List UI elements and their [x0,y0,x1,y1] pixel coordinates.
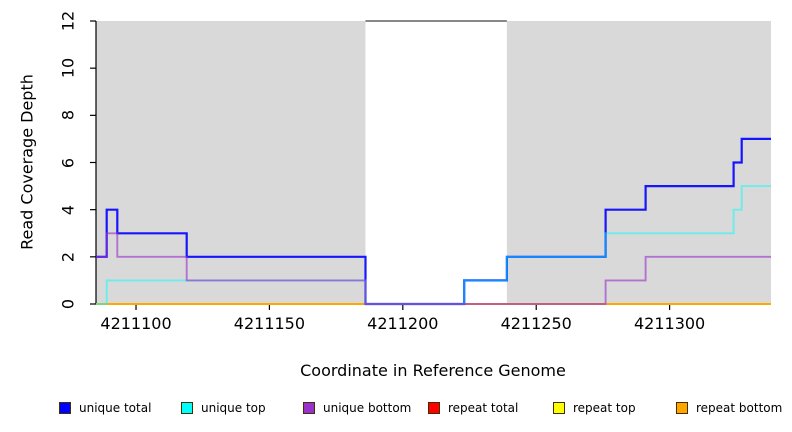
legend-item-unique-bottom: unique bottom [303,400,411,416]
legend-item-unique-total: unique total [59,400,151,416]
legend-swatch-repeat-top [553,402,565,414]
y-tick-label: 10 [58,57,78,79]
legend-swatch-unique-total [59,402,71,414]
legend-item-unique-top: unique top [181,400,266,416]
y-tick-label: 2 [58,251,78,262]
y-tick-label: 4 [58,204,78,215]
x-tick-label: 4211300 [633,314,706,333]
x-tick-label: 4211100 [100,314,172,333]
x-axis-title: Coordinate in Reference Genome [300,361,566,380]
x-tick-label: 4211150 [233,314,306,333]
series-line-unique-bottom [96,232,771,305]
legend-swatch-repeat-bottom [676,402,688,414]
legend-item-repeat-top: repeat top [553,400,636,416]
legend-swatch-unique-bottom [303,402,315,414]
legend-label: unique total [79,401,152,415]
y-axis-title: Read Coverage Depth [17,74,37,250]
y-tick-label: 8 [58,110,78,121]
legend-item-repeat-bottom: repeat bottom [676,400,782,416]
y-tick-label: 6 [58,157,78,168]
y-tick-label: 12 [58,10,78,32]
shaded-region [506,21,771,304]
x-tick-label: 4211200 [367,314,439,333]
legend-label: repeat total [448,401,519,415]
legend-item-repeat-total: repeat total [428,400,518,416]
y-tick-label: 0 [58,298,78,310]
legend-label: repeat bottom [696,401,783,415]
x-tick-label: 4211250 [500,314,572,333]
legend-label: repeat top [573,401,636,415]
shaded-region [96,21,366,304]
legend-label: unique bottom [323,401,412,415]
legend-swatch-unique-top [181,402,193,414]
legend-label: unique top [201,401,266,415]
legend-swatch-repeat-total [428,402,440,414]
